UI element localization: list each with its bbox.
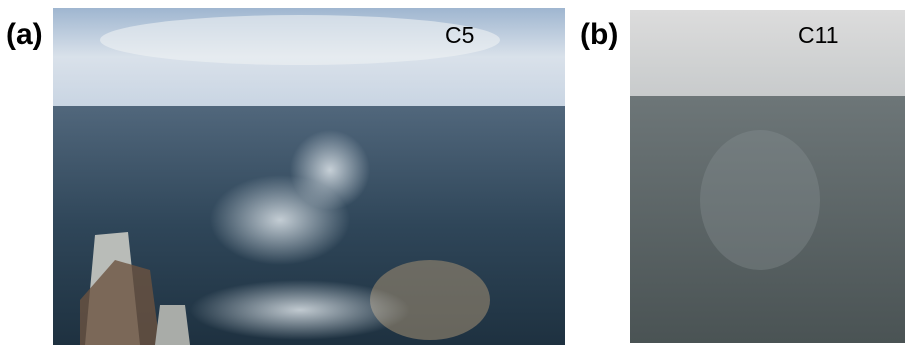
figure: (a) C5 (b) C11 — [0, 0, 907, 347]
photo-a — [53, 8, 565, 345]
page: (a) C5 (b) C11 (() => { const data = JSO… — [0, 0, 907, 347]
panel-label: (a) — [6, 18, 43, 51]
panel-caption: C5 — [445, 22, 474, 48]
photo-b — [630, 10, 905, 343]
panel-caption: C11 — [798, 22, 839, 48]
panel-label: (b) — [580, 18, 618, 51]
